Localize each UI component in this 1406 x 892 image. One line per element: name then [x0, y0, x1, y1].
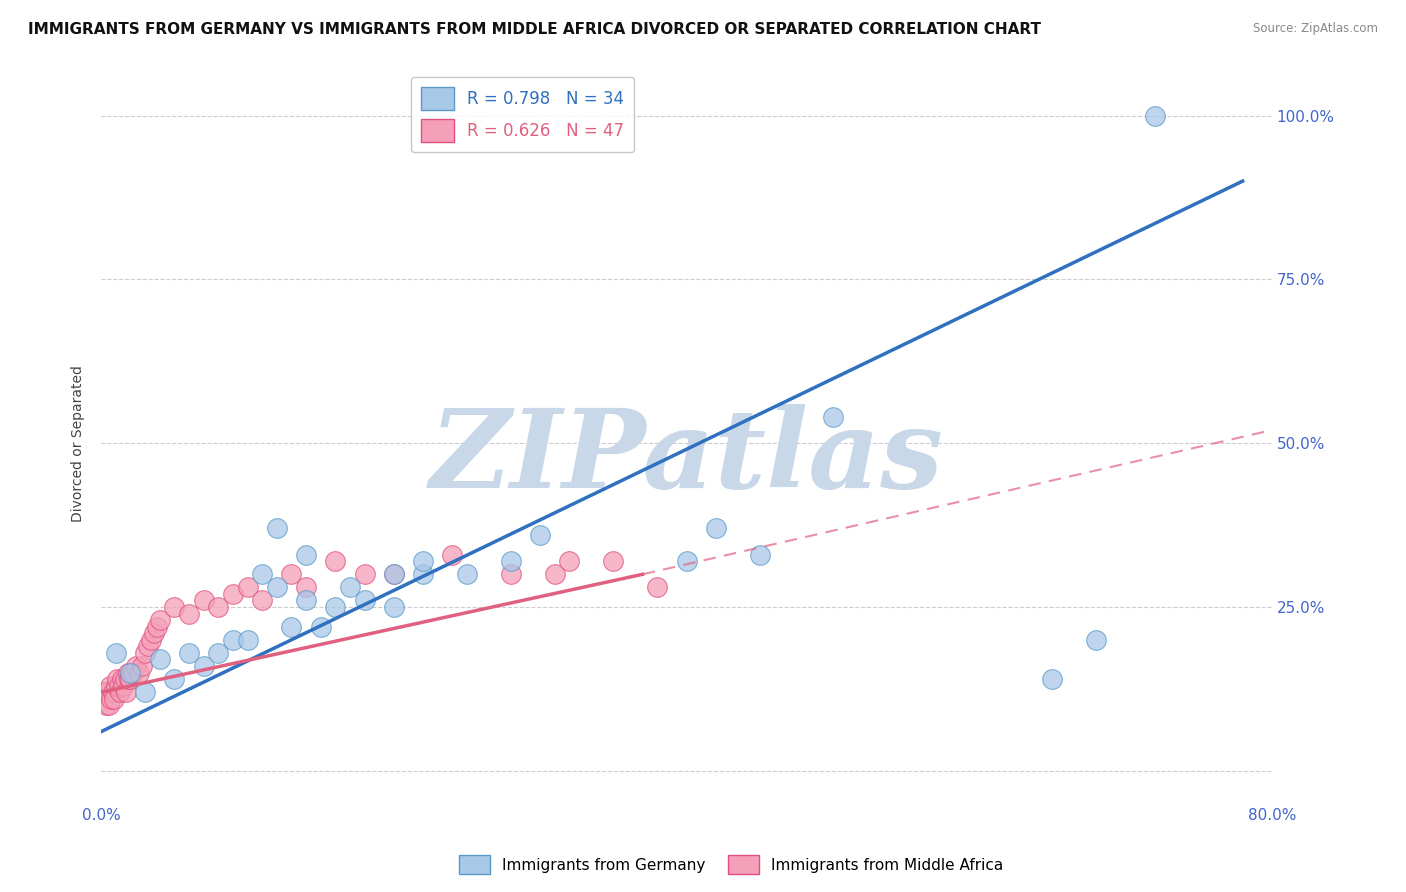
- Point: [100, 691, 122, 706]
- Point: [134, 646, 156, 660]
- Point: [295, 581, 318, 595]
- Point: [103, 691, 125, 706]
- Point: [93, 685, 115, 699]
- Point: [222, 587, 245, 601]
- Point: [499, 554, 522, 568]
- Point: [110, 685, 132, 699]
- Point: [309, 620, 332, 634]
- Point: [149, 613, 172, 627]
- Point: [236, 581, 259, 595]
- Point: [280, 620, 302, 634]
- Point: [544, 567, 567, 582]
- Point: [821, 410, 844, 425]
- Point: [94, 698, 117, 713]
- Point: [142, 626, 165, 640]
- Point: [98, 679, 121, 693]
- Point: [295, 593, 318, 607]
- Point: [266, 521, 288, 535]
- Point: [499, 567, 522, 582]
- Point: [353, 567, 375, 582]
- Legend: Immigrants from Germany, Immigrants from Middle Africa: Immigrants from Germany, Immigrants from…: [453, 849, 1010, 880]
- Point: [105, 672, 128, 686]
- Point: [382, 600, 405, 615]
- Y-axis label: Divorced or Separated: Divorced or Separated: [72, 365, 86, 522]
- Point: [193, 659, 215, 673]
- Point: [111, 672, 134, 686]
- Point: [120, 672, 142, 686]
- Point: [104, 679, 127, 693]
- Point: [353, 593, 375, 607]
- Point: [118, 672, 141, 686]
- Text: IMMIGRANTS FROM GERMANY VS IMMIGRANTS FROM MIDDLE AFRICA DIVORCED OR SEPARATED C: IMMIGRANTS FROM GERMANY VS IMMIGRANTS FR…: [28, 22, 1040, 37]
- Point: [131, 659, 153, 673]
- Point: [139, 632, 162, 647]
- Point: [207, 646, 229, 660]
- Point: [1042, 672, 1064, 686]
- Point: [136, 640, 159, 654]
- Point: [149, 652, 172, 666]
- Point: [339, 581, 361, 595]
- Point: [117, 665, 139, 680]
- Point: [529, 528, 551, 542]
- Point: [382, 567, 405, 582]
- Point: [134, 685, 156, 699]
- Point: [280, 567, 302, 582]
- Point: [107, 679, 129, 693]
- Point: [250, 567, 273, 582]
- Point: [250, 593, 273, 607]
- Text: ZIPatlas: ZIPatlas: [430, 404, 943, 511]
- Point: [97, 698, 120, 713]
- Point: [207, 600, 229, 615]
- Point: [222, 632, 245, 647]
- Point: [163, 672, 186, 686]
- Point: [1085, 632, 1108, 647]
- Point: [558, 554, 581, 568]
- Point: [295, 548, 318, 562]
- Point: [177, 607, 200, 621]
- Point: [325, 554, 347, 568]
- Point: [236, 632, 259, 647]
- Point: [412, 567, 434, 582]
- Text: Source: ZipAtlas.com: Source: ZipAtlas.com: [1253, 22, 1378, 36]
- Point: [675, 554, 697, 568]
- Point: [441, 548, 464, 562]
- Point: [125, 659, 148, 673]
- Point: [177, 646, 200, 660]
- Point: [120, 665, 142, 680]
- Point: [146, 620, 169, 634]
- Point: [382, 567, 405, 582]
- Point: [101, 685, 124, 699]
- Point: [193, 593, 215, 607]
- Point: [704, 521, 727, 535]
- Legend: R = 0.798   N = 34, R = 0.626   N = 47: R = 0.798 N = 34, R = 0.626 N = 47: [411, 77, 634, 153]
- Point: [412, 554, 434, 568]
- Point: [645, 581, 668, 595]
- Point: [325, 600, 347, 615]
- Point: [602, 554, 624, 568]
- Point: [122, 665, 145, 680]
- Point: [128, 665, 150, 680]
- Point: [104, 646, 127, 660]
- Point: [115, 685, 138, 699]
- Point: [112, 679, 135, 693]
- Point: [96, 685, 118, 699]
- Point: [114, 672, 136, 686]
- Point: [266, 581, 288, 595]
- Point: [748, 548, 770, 562]
- Point: [163, 600, 186, 615]
- Point: [456, 567, 478, 582]
- Point: [1143, 109, 1166, 123]
